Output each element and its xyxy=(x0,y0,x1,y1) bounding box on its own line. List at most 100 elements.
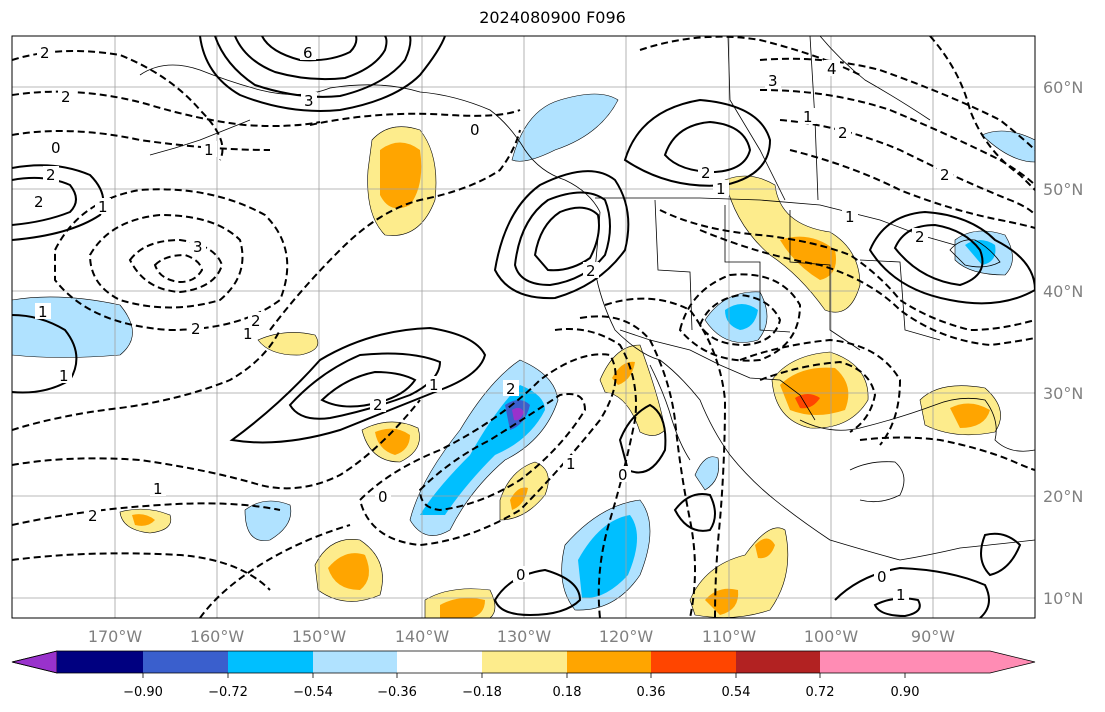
colorbar-segment xyxy=(651,651,736,673)
lat-label: 50°N xyxy=(1043,180,1083,199)
colorbar-tick-label: −0.90 xyxy=(123,685,163,700)
contour-pos-bc-ridge-2 xyxy=(513,191,611,287)
contour-label: 1 xyxy=(429,376,439,394)
shade-pos-south-mexico xyxy=(689,527,789,618)
shade-neg-mexico xyxy=(694,456,719,491)
contour-label: 0 xyxy=(51,139,61,157)
contour-neg-coast-band-3 xyxy=(604,297,727,618)
colorbar-tick-label: −0.18 xyxy=(462,685,502,700)
contour-neg-nw-1 xyxy=(12,50,224,161)
contour-label: 1 xyxy=(98,198,108,216)
contour-pos-east-ridge xyxy=(868,210,1035,305)
contour-label: 2 xyxy=(838,124,848,142)
contour-label: 2 xyxy=(34,193,44,211)
contour-neg-nw-3 xyxy=(12,130,271,151)
colorbar-tick-label: 0.36 xyxy=(637,685,666,700)
contour-label: 1 xyxy=(204,141,214,159)
contour-label: 2 xyxy=(940,166,950,184)
lat-label: 20°N xyxy=(1043,487,1083,506)
contour-neg-aleutian-low-4 xyxy=(153,253,204,284)
shade-pos-florida-core xyxy=(950,403,990,428)
contour-neg-central-3 xyxy=(12,502,281,526)
shade-pos-small-west xyxy=(257,332,319,356)
contour-label: 2 xyxy=(191,320,201,338)
coast-baja xyxy=(649,364,691,461)
contour-label: 1 xyxy=(803,108,813,126)
colorbar-outline xyxy=(11,650,1036,674)
contour-neg-gulf xyxy=(859,436,1035,471)
colorbar-segment xyxy=(482,651,567,673)
contour-neg-south-1 xyxy=(12,552,271,591)
colorbar-ticks xyxy=(142,673,906,678)
colorbar-tick-label: −0.54 xyxy=(293,685,333,700)
contour-label: 0 xyxy=(877,568,887,586)
lon-label: 100°W xyxy=(804,627,859,646)
shade-pos-sw-2-core xyxy=(132,514,155,526)
shade-pos-sw-1-core xyxy=(328,553,369,590)
contour-pos-north-high-4 xyxy=(261,36,358,62)
colorbar-extend-low xyxy=(11,650,58,674)
contour-neg-great-plains-trough-2 xyxy=(699,229,1035,347)
contour-pos-north-high-2 xyxy=(214,36,412,98)
gridlines xyxy=(12,36,1035,618)
contour-pos-east-ridge-2 xyxy=(893,223,984,287)
lon-label: 150°W xyxy=(292,627,347,646)
colorbar-tick-label: −0.72 xyxy=(208,685,248,700)
lat-label: 40°N xyxy=(1043,282,1083,301)
contour-pos-canada-high-2 xyxy=(663,120,752,174)
map-content: 2 6 3 2 0 1 0 2 2 1 1 3 2 1 xyxy=(12,36,1035,618)
colorbar-segment xyxy=(736,651,820,673)
shade-neg-band-2-core xyxy=(578,515,638,599)
contour-neg-ne-trough-1 xyxy=(639,36,861,76)
contour-label: 0 xyxy=(470,121,480,139)
contour-label: 2 xyxy=(701,164,711,182)
contour-pos-subtropical xyxy=(229,326,487,444)
contour-label: 1 xyxy=(896,586,906,604)
colorbar-segment xyxy=(57,651,143,673)
contour-pos-north-high-3 xyxy=(234,36,388,81)
coast-great-lakes xyxy=(949,239,1001,268)
colorbar-segment xyxy=(820,651,905,673)
lon-label: 170°W xyxy=(88,627,143,646)
colorbar-tick-label: 0.90 xyxy=(891,685,920,700)
contour-label: 0 xyxy=(516,566,526,584)
shade-pos-east-pacific-1-core xyxy=(375,428,410,455)
longitude-labels: 170°W 160°W 150°W 140°W 130°W 120°W 110°… xyxy=(88,627,955,646)
shade-pos-south-mexico-core1 xyxy=(705,588,739,615)
contour-pos-subtropical-3 xyxy=(320,370,417,408)
coast-yucatan xyxy=(849,461,905,503)
contour-label: 4 xyxy=(827,60,837,78)
coast-aleutians xyxy=(149,119,251,156)
shade-pos-south-core xyxy=(440,597,485,618)
colorbar-segment xyxy=(228,651,313,673)
contour-neg-aleutian-low-2 xyxy=(88,213,244,309)
contours-positive xyxy=(12,36,1035,618)
border-state-3 xyxy=(789,210,861,351)
contour-pos-north-high xyxy=(199,36,446,112)
shade-pos-gulf-of-alaska-core xyxy=(380,142,422,209)
contour-label: 3 xyxy=(768,72,778,90)
contour-pos-sw-loop xyxy=(673,493,716,532)
map-frame xyxy=(11,35,1036,619)
contour-label: 1 xyxy=(153,480,163,498)
contour-pos-se-corner xyxy=(980,532,1022,577)
contour-label: 2 xyxy=(506,380,516,398)
border-state-2 xyxy=(724,205,791,333)
shade-pos-mid-core xyxy=(510,487,528,510)
contour-neg-aleutian-low-3 xyxy=(128,238,224,294)
contour-neg-rockies-low-2 xyxy=(698,293,782,347)
border-alberta xyxy=(727,36,786,201)
contour-label: 0 xyxy=(378,488,388,506)
colorbar: −0.90 −0.72 −0.54 −0.36 −0.18 0.18 0.36 … xyxy=(11,650,1036,700)
lon-label: 90°W xyxy=(911,627,955,646)
contour-label: 1 xyxy=(59,367,69,385)
border-us-mexico xyxy=(619,329,816,421)
contour-label: 2 xyxy=(251,312,261,330)
colorbar-segment xyxy=(397,651,482,673)
colorbar-segment xyxy=(313,651,397,673)
lon-label: 120°W xyxy=(599,627,654,646)
shaded-regions xyxy=(12,93,1035,618)
contour-label: 0 xyxy=(618,466,628,484)
colorbar-segment xyxy=(143,651,228,673)
